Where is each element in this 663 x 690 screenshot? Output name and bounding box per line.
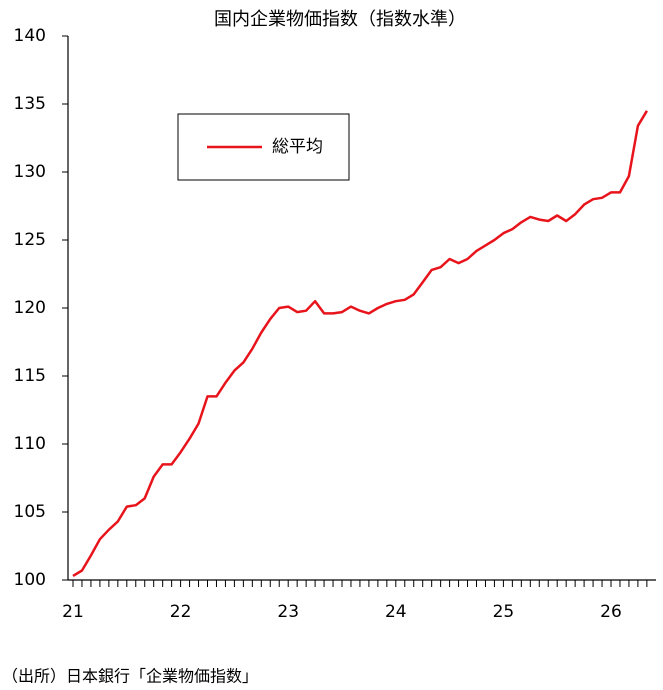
- legend-box: [177, 113, 350, 181]
- y-tick-label: 100: [14, 570, 46, 590]
- legend-label: 総平均: [272, 137, 323, 157]
- x-tick-label: 24: [385, 602, 407, 622]
- y-tick-label: 135: [14, 94, 46, 114]
- y-tick-label: 120: [14, 298, 46, 318]
- y-tick-label: 110: [14, 434, 46, 454]
- x-tick-label: 21: [62, 602, 84, 622]
- x-tick-label: 26: [600, 602, 622, 622]
- x-tick-label: 23: [277, 602, 299, 622]
- chart-title: 国内企業物価指数（指数水準）: [214, 9, 466, 30]
- x-tick-label: 22: [170, 602, 192, 622]
- x-tick-label: 25: [493, 602, 515, 622]
- y-tick-label: 125: [14, 230, 46, 250]
- y-tick-label: 115: [14, 366, 46, 386]
- y-tick-label: 140: [14, 26, 46, 46]
- line-series: [72, 110, 648, 577]
- y-tick-label: 105: [14, 502, 46, 522]
- source-note: （出所）日本銀行「企業物価指数」: [2, 667, 258, 686]
- y-tick-label: 130: [14, 162, 46, 182]
